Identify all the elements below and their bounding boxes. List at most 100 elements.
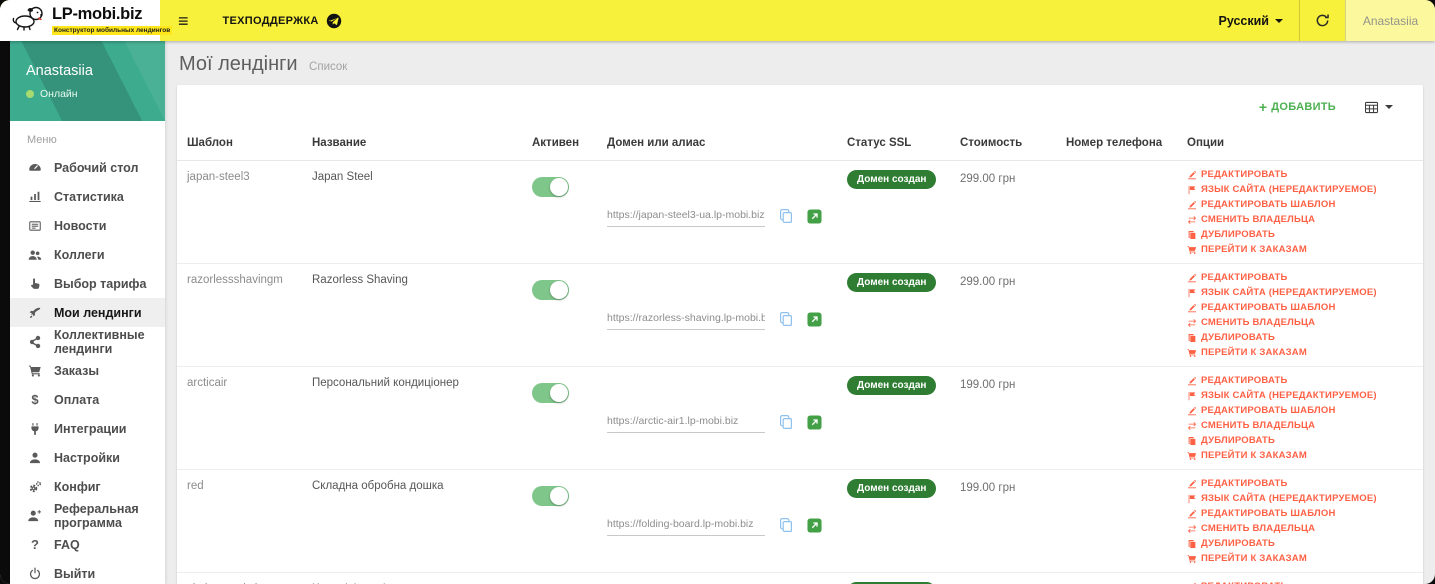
option-link-go-to-orders[interactable]: ПЕРЕЙТИ К ЗАКАЗАМ — [1187, 244, 1413, 256]
sidebar-item-news[interactable]: Новости — [10, 211, 165, 240]
column-header-4: Домен или алиас — [607, 137, 706, 149]
option-link-label: РЕДАКТИРОВАТЬ ШАБЛОН — [1201, 199, 1336, 210]
option-link-duplicate[interactable]: ДУБЛИРОВАТЬ — [1187, 332, 1413, 344]
option-link-label: ПЕРЕЙТИ К ЗАКАЗАМ — [1201, 347, 1307, 358]
sidebar-item-referral[interactable]: Реферальная программа — [10, 501, 165, 530]
sidebar-item-colleagues[interactable]: Коллеги — [10, 240, 165, 269]
add-button[interactable]: + ДОБАВИТЬ — [1259, 100, 1336, 114]
sidebar-item-orders[interactable]: Заказы — [10, 356, 165, 385]
copy-domain-button[interactable] — [778, 517, 794, 533]
refresh-icon — [1315, 13, 1330, 28]
phone-cell — [1066, 264, 1187, 366]
online-status-dot — [26, 90, 34, 98]
option-link-site-language[interactable]: ЯЗЫК САЙТА (НЕРЕДАКТИРУЕМОЕ) — [1187, 390, 1413, 402]
cart-icon — [1187, 245, 1197, 255]
option-link-label: СМЕНИТЬ ВЛАДЕЛЬЦА — [1201, 420, 1316, 431]
domain-input[interactable] — [607, 411, 765, 433]
option-link-edit-template[interactable]: РЕДАКТИРОВАТЬ ШАБЛОН — [1187, 302, 1413, 314]
option-link-change-owner[interactable]: СМЕНИТЬ ВЛАДЕЛЬЦА — [1187, 523, 1413, 535]
users-icon — [27, 248, 43, 262]
sidebar-item-integrations[interactable]: Интеграции — [10, 414, 165, 443]
cart-icon — [1187, 451, 1197, 461]
domain-cell — [607, 161, 847, 263]
open-site-button[interactable] — [807, 518, 822, 533]
copy-domain-button[interactable] — [778, 311, 794, 327]
option-link-site-language[interactable]: ЯЗЫК САЙТА (НЕРЕДАКТИРУЕМОЕ) — [1187, 493, 1413, 505]
template-cell: clothes and shoes — [187, 573, 312, 584]
option-link-edit[interactable]: РЕДАКТИРОВАТЬ — [1187, 272, 1413, 284]
domain-input[interactable] — [607, 205, 765, 227]
domain-input[interactable] — [607, 308, 765, 330]
active-toggle[interactable] — [532, 177, 569, 197]
option-link-edit[interactable]: РЕДАКТИРОВАТЬ — [1187, 581, 1413, 584]
topbar-username[interactable]: Anastasiia — [1345, 0, 1435, 41]
sidebar-item-config[interactable]: Конфиг — [10, 472, 165, 501]
name-cell: Razorless Shaving — [312, 274, 408, 286]
domain-input[interactable] — [607, 514, 765, 536]
sidebar-item-tariff[interactable]: Выбор тарифа — [10, 269, 165, 298]
phone-cell — [1066, 573, 1187, 584]
name-cell: Japan Steel — [312, 171, 373, 183]
hamburger-icon[interactable]: ≡ — [174, 10, 193, 32]
option-link-edit[interactable]: РЕДАКТИРОВАТЬ — [1187, 375, 1413, 387]
open-site-button[interactable] — [807, 312, 822, 327]
plug-icon — [27, 422, 43, 436]
option-link-go-to-orders[interactable]: ПЕРЕЙТИ К ЗАКАЗАМ — [1187, 553, 1413, 565]
ssl-status-cell: Домен создан — [847, 264, 960, 366]
domain-cell — [607, 470, 847, 572]
cart-icon — [1187, 554, 1197, 564]
sidebar-item-faq[interactable]: ? FAQ — [10, 530, 165, 559]
active-toggle[interactable] — [532, 383, 569, 403]
view-options-button[interactable] — [1358, 99, 1399, 116]
chart-icon — [27, 190, 43, 204]
sidebar-item-logout[interactable]: Выйти — [10, 559, 165, 584]
toggle-knob — [550, 384, 568, 402]
option-link-change-owner[interactable]: СМЕНИТЬ ВЛАДЕЛЬЦА — [1187, 317, 1413, 329]
active-toggle[interactable] — [532, 486, 569, 506]
option-link-site-language[interactable]: ЯЗЫК САЙТА (НЕРЕДАКТИРУЕМОЕ) — [1187, 287, 1413, 299]
sidebar-item-label: FAQ — [54, 537, 80, 552]
cart-icon — [27, 364, 43, 378]
sidebar-item-desktop[interactable]: Рабочий стол — [10, 153, 165, 182]
active-toggle[interactable] — [532, 280, 569, 300]
sidebar-item-statistics[interactable]: Статистика — [10, 182, 165, 211]
app-logo[interactable]: LP-mobi.biz Конструктор мобильных лендин… — [0, 0, 173, 41]
sidebar-item-payment[interactable]: $ Оплата — [10, 385, 165, 414]
option-link-site-language[interactable]: ЯЗЫК САЙТА (НЕРЕДАКТИРУЕМОЕ) — [1187, 184, 1413, 196]
option-link-label: РЕДАКТИРОВАТЬ — [1201, 581, 1288, 584]
option-link-duplicate[interactable]: ДУБЛИРОВАТЬ — [1187, 435, 1413, 447]
support-button[interactable]: ТЕХПОДДЕРЖКА — [217, 0, 348, 41]
option-link-change-owner[interactable]: СМЕНИТЬ ВЛАДЕЛЬЦА — [1187, 420, 1413, 432]
sidebar-item-label: Новости — [54, 218, 107, 233]
open-site-button[interactable] — [807, 415, 822, 430]
flag-icon — [1187, 391, 1197, 401]
option-link-edit-template[interactable]: РЕДАКТИРОВАТЬ ШАБЛОН — [1187, 199, 1413, 211]
exchange-icon — [1187, 318, 1197, 328]
sidebar-item-label: Настройки — [54, 450, 120, 465]
option-link-edit[interactable]: РЕДАКТИРОВАТЬ — [1187, 478, 1413, 490]
option-link-edit-template[interactable]: РЕДАКТИРОВАТЬ ШАБЛОН — [1187, 508, 1413, 520]
copy-domain-button[interactable] — [778, 414, 794, 430]
option-link-duplicate[interactable]: ДУБЛИРОВАТЬ — [1187, 229, 1413, 241]
active-cell — [532, 161, 607, 263]
sidebar-item-label: Выйти — [54, 566, 96, 581]
sidebar-item-settings[interactable]: Настройки — [10, 443, 165, 472]
chevron-down-icon — [1275, 18, 1283, 23]
refresh-button[interactable] — [1299, 0, 1345, 41]
option-link-label: ДУБЛИРОВАТЬ — [1201, 229, 1276, 240]
option-link-change-owner[interactable]: СМЕНИТЬ ВЛАДЕЛЬЦА — [1187, 214, 1413, 226]
options-cell: РЕДАКТИРОВАТЬ ЯЗЫК САЙТА (НЕРЕДАКТИРУЕМОЕ… — [1187, 470, 1413, 572]
copy-domain-button[interactable] — [778, 208, 794, 224]
option-link-go-to-orders[interactable]: ПЕРЕЙТИ К ЗАКАЗАМ — [1187, 450, 1413, 462]
language-dropdown[interactable]: Русский — [1202, 0, 1299, 41]
option-link-duplicate[interactable]: ДУБЛИРОВАТЬ — [1187, 538, 1413, 550]
table-row: arcticair Персональний кондиціонер Домен с… — [177, 367, 1423, 470]
column-header-2: Название — [312, 137, 367, 149]
sidebar-item-label: Мои лендинги — [54, 305, 142, 320]
option-link-go-to-orders[interactable]: ПЕРЕЙТИ К ЗАКАЗАМ — [1187, 347, 1413, 359]
option-link-edit-template[interactable]: РЕДАКТИРОВАТЬ ШАБЛОН — [1187, 405, 1413, 417]
sidebar-item-my-landings[interactable]: Мои лендинги — [10, 298, 165, 327]
sidebar-item-collective-landings[interactable]: Коллективные лендинги — [10, 327, 165, 356]
option-link-edit[interactable]: РЕДАКТИРОВАТЬ — [1187, 169, 1413, 181]
open-site-button[interactable] — [807, 209, 822, 224]
